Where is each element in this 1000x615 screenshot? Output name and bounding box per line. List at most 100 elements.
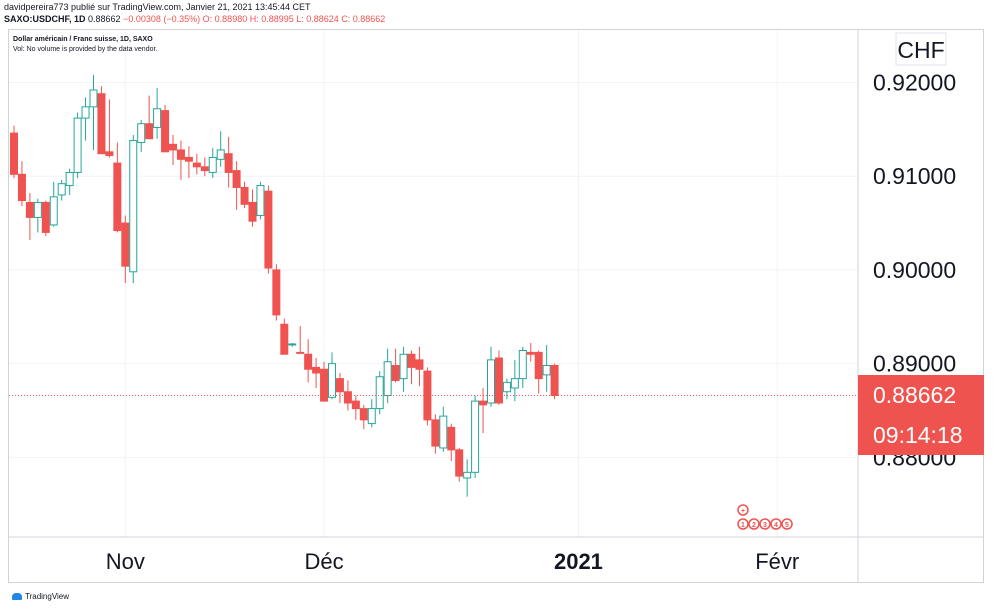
candle-body: [17, 173, 26, 202]
last-price: 0.88662: [88, 14, 121, 24]
countdown-label: 09:14:18: [873, 422, 963, 448]
candle-body: [169, 143, 177, 151]
candle-body: [200, 166, 209, 172]
candle-body: [137, 123, 146, 143]
candle-body: [208, 156, 217, 173]
candle-body: [375, 376, 384, 410]
candle-body: [526, 351, 535, 355]
candle-body: [288, 343, 297, 346]
candle-body: [343, 391, 352, 404]
candle-body: [57, 183, 66, 196]
event-marker-icon: [737, 518, 749, 530]
y-tick-label: 0.90000: [873, 257, 956, 283]
candle-body: [89, 89, 98, 108]
currency-label: CHF: [897, 37, 944, 63]
candle-body: [463, 471, 472, 479]
candle-body: [351, 400, 360, 410]
chart-frame: [8, 29, 984, 583]
candle-body: [455, 449, 464, 477]
candle-body: [10, 132, 18, 175]
y-tick-label: 0.89000: [873, 351, 956, 377]
event-marker-label: +: [741, 508, 745, 515]
candle-body: [518, 350, 527, 380]
price-badge: [858, 375, 984, 415]
candle-body: [264, 190, 273, 269]
candle-body: [494, 357, 503, 404]
candle-body: [73, 117, 82, 173]
candle-body: [176, 149, 185, 160]
candle-body: [447, 426, 456, 451]
event-marker-icon: [737, 504, 749, 516]
candle-body: [49, 196, 58, 226]
event-marker-icon: [770, 518, 782, 530]
event-marker-icon: [748, 518, 760, 530]
ohlc-values: O: 0.88980 H: 0.88995 L: 0.88624 C: 0.88…: [202, 14, 386, 24]
candle-body: [534, 351, 543, 380]
candle-body: [359, 408, 368, 421]
candle-body: [184, 156, 193, 162]
candle-body: [312, 366, 321, 374]
price-badge-label: 0.88662: [873, 382, 956, 408]
candle-body: [256, 185, 265, 217]
currency-box: [895, 32, 947, 66]
candle-body: [367, 408, 376, 425]
candle-body: [25, 201, 34, 218]
footer: TradingView: [12, 592, 69, 601]
candle-body: [399, 353, 408, 380]
tradingview-logo-icon: [12, 593, 22, 600]
candle-body: [240, 186, 249, 205]
candle-body: [232, 170, 241, 188]
candle-body: [328, 363, 336, 398]
y-tick-label: 0.92000: [873, 69, 956, 95]
candle-body: [304, 353, 313, 370]
event-marker-label: 2: [752, 522, 756, 529]
event-marker-label: 4: [774, 522, 778, 529]
candle-body: [224, 153, 233, 173]
candle-body: [33, 201, 42, 218]
event-marker-icon: [759, 518, 771, 530]
candle-body: [296, 351, 305, 354]
candle-body: [81, 106, 90, 119]
candle-body: [97, 93, 106, 155]
x-tick-label: 2021: [554, 549, 603, 574]
candle-body: [272, 269, 281, 316]
candle-body: [510, 378, 519, 389]
candle-body: [542, 365, 551, 376]
x-tick-label: Déc: [304, 549, 343, 574]
candle-body: [320, 368, 329, 402]
candle-body: [439, 415, 448, 449]
candle-body: [280, 323, 289, 355]
candle-body: [192, 162, 201, 168]
candle-body: [415, 359, 424, 370]
candle-body: [161, 110, 170, 153]
volume-note: Vol: No volume is provided by the data v…: [13, 46, 158, 53]
candle-body: [65, 171, 74, 187]
candle-body: [487, 359, 495, 404]
candle-body: [383, 361, 392, 396]
candle-body: [145, 123, 154, 140]
y-tick-label: 0.91000: [873, 163, 956, 189]
candle-body: [129, 140, 138, 273]
countdown-badge: [858, 415, 984, 455]
candle-body: [113, 162, 122, 232]
candle-body: [216, 149, 225, 160]
event-marker-label: 1: [741, 522, 745, 529]
candle-body: [41, 201, 50, 233]
symbol-label: SAXO:USDCHF, 1D: [4, 14, 86, 24]
candle-body: [471, 400, 480, 473]
candle-body: [407, 353, 416, 368]
candle-body: [335, 378, 344, 393]
event-marker-label: 3: [763, 522, 767, 529]
x-tick-label: Févr: [755, 549, 799, 574]
publish-info: davidpereira773 publié sur TradingView.c…: [4, 2, 311, 12]
symbol-quote-line: SAXO:USDCHF, 1D 0.88662 −0.00308 (−0.35%…: [4, 14, 385, 24]
candle-body: [431, 419, 440, 447]
candle-body: [105, 151, 114, 157]
candle-body: [550, 365, 559, 396]
candle-body: [391, 365, 400, 381]
event-marker-label: 5: [785, 522, 789, 529]
chart-legend-title: Dollar américain / Franc suisse, 1D, SAX…: [13, 36, 153, 43]
price-change: −0.00308 (−0.35%): [123, 14, 201, 24]
footer-brand: TradingView: [25, 592, 70, 601]
